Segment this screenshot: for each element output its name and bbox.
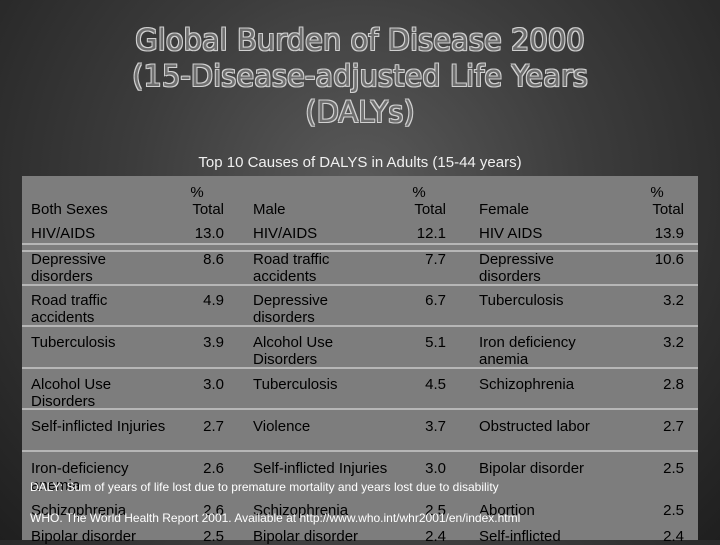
cell-female-pct: 2.5 xyxy=(663,502,684,519)
cell-female-pct: 3.2 xyxy=(663,334,684,351)
cell-both: Tuberculosis xyxy=(31,334,116,351)
cell-both-pct: 2.5 xyxy=(203,528,224,545)
cell-male: HIV/AIDS xyxy=(253,225,318,242)
cell-male-pct: 2.5 xyxy=(425,502,446,519)
row-separator xyxy=(22,325,698,327)
header-both: Both Sexes xyxy=(31,201,108,218)
cell-both-pct: 3.9 xyxy=(203,334,224,351)
cell-female-pct: 2.7 xyxy=(663,418,684,435)
cell-male: Road traffic accidents xyxy=(253,251,330,285)
cell-female: HIV AIDS xyxy=(479,225,543,242)
cell-both-pct: 8.6 xyxy=(203,251,224,268)
row-separator xyxy=(22,450,698,452)
cell-female-pct: 3.2 xyxy=(663,292,684,309)
cell-male-pct: 2.4 xyxy=(425,528,446,545)
cell-male: Alcohol Use Disorders xyxy=(253,334,334,368)
title-line-2: (15-Disease-adjusted Life Years xyxy=(132,59,588,93)
cell-female: Abortion xyxy=(479,502,535,519)
row-separator xyxy=(22,250,698,252)
cell-both-pct: 2.6 xyxy=(203,460,224,477)
header-male-pct: % Total xyxy=(392,184,446,218)
row-separator xyxy=(22,367,698,369)
cell-male-pct: 6.7 xyxy=(425,292,446,309)
cell-male-pct: 7.7 xyxy=(425,251,446,268)
header-male: Male xyxy=(253,201,286,218)
cell-male: Self-inflicted Injuries xyxy=(253,460,388,477)
header-pct-line: % xyxy=(190,184,204,201)
cell-female-pct: 13.9 xyxy=(654,225,684,242)
cell-both: Bipolar disorder xyxy=(31,528,137,545)
cell-both: Self-inflicted Injuries xyxy=(31,418,166,435)
cell-female-pct: 2.8 xyxy=(663,376,684,393)
cell-male-pct: 3.7 xyxy=(425,418,446,435)
row-separator xyxy=(22,243,698,245)
cell-both: Iron-deficiency anemia xyxy=(31,460,129,494)
cell-female: Depressive disorders xyxy=(479,251,555,285)
cell-male: Tuberculosis xyxy=(253,376,338,393)
cell-male-pct: 3.0 xyxy=(425,460,446,477)
daly-table xyxy=(22,176,698,540)
slide-title: Global Burden of Disease 2000 (15-Diseas… xyxy=(0,22,720,130)
cell-male: Violence xyxy=(253,418,311,435)
header-pct-line: Total xyxy=(192,201,224,218)
cell-female: Bipolar disorder xyxy=(479,460,585,477)
cell-both-pct: 13.0 xyxy=(194,225,224,242)
header-female-pct: % Total xyxy=(630,184,684,218)
title-line-3: (DALYs) xyxy=(305,95,415,129)
cell-female-pct: 2.4 xyxy=(663,528,684,545)
header-pct-line: Total xyxy=(652,201,684,218)
header-pct-line: % xyxy=(650,184,664,201)
cell-both: Depressive disorders xyxy=(31,251,107,285)
cell-both-pct: 2.6 xyxy=(203,502,224,519)
cell-female-pct: 10.6 xyxy=(654,251,684,268)
cell-both-pct: 3.0 xyxy=(203,376,224,393)
cell-male-pct: 12.1 xyxy=(416,225,446,242)
cell-female: Obstructed labor xyxy=(479,418,590,435)
title-line-1: Global Burden of Disease 2000 xyxy=(135,23,585,57)
cell-female-pct: 2.5 xyxy=(663,460,684,477)
header-pct-line: % xyxy=(412,184,426,201)
cell-both-pct: 4.9 xyxy=(203,292,224,309)
row-separator xyxy=(22,284,698,286)
cell-male: Bipolar disorder xyxy=(253,528,359,545)
header-both-pct: % Total xyxy=(170,184,224,218)
cell-male-pct: 4.5 xyxy=(425,376,446,393)
cell-female: Schizophrenia xyxy=(479,376,575,393)
cell-both: HIV/AIDS xyxy=(31,225,96,242)
table-caption: Top 10 Causes of DALYS in Adults (15-44 … xyxy=(198,154,522,171)
cell-both: Schizophrenia xyxy=(31,502,127,519)
cell-female: Iron deficiency anemia xyxy=(479,334,576,368)
cell-both-pct: 2.7 xyxy=(203,418,224,435)
cell-male: Depressive disorders xyxy=(253,292,329,326)
cell-male-pct: 5.1 xyxy=(425,334,446,351)
cell-both: Alcohol Use Disorders xyxy=(31,376,112,410)
row-separator xyxy=(22,408,698,410)
cell-male: Schizophrenia xyxy=(253,502,349,519)
cell-female: Self-inflicted xyxy=(479,528,561,545)
header-female: Female xyxy=(479,201,530,218)
daly-definition-footnote: DALY: Sum of years of life lost due to p… xyxy=(30,480,499,494)
cell-both: Road traffic accidents xyxy=(31,292,108,326)
source-citation-footnote: WHO. The World Health Report 2001. Avail… xyxy=(30,511,521,525)
header-pct-line: Total xyxy=(414,201,446,218)
cell-female: Tuberculosis xyxy=(479,292,564,309)
